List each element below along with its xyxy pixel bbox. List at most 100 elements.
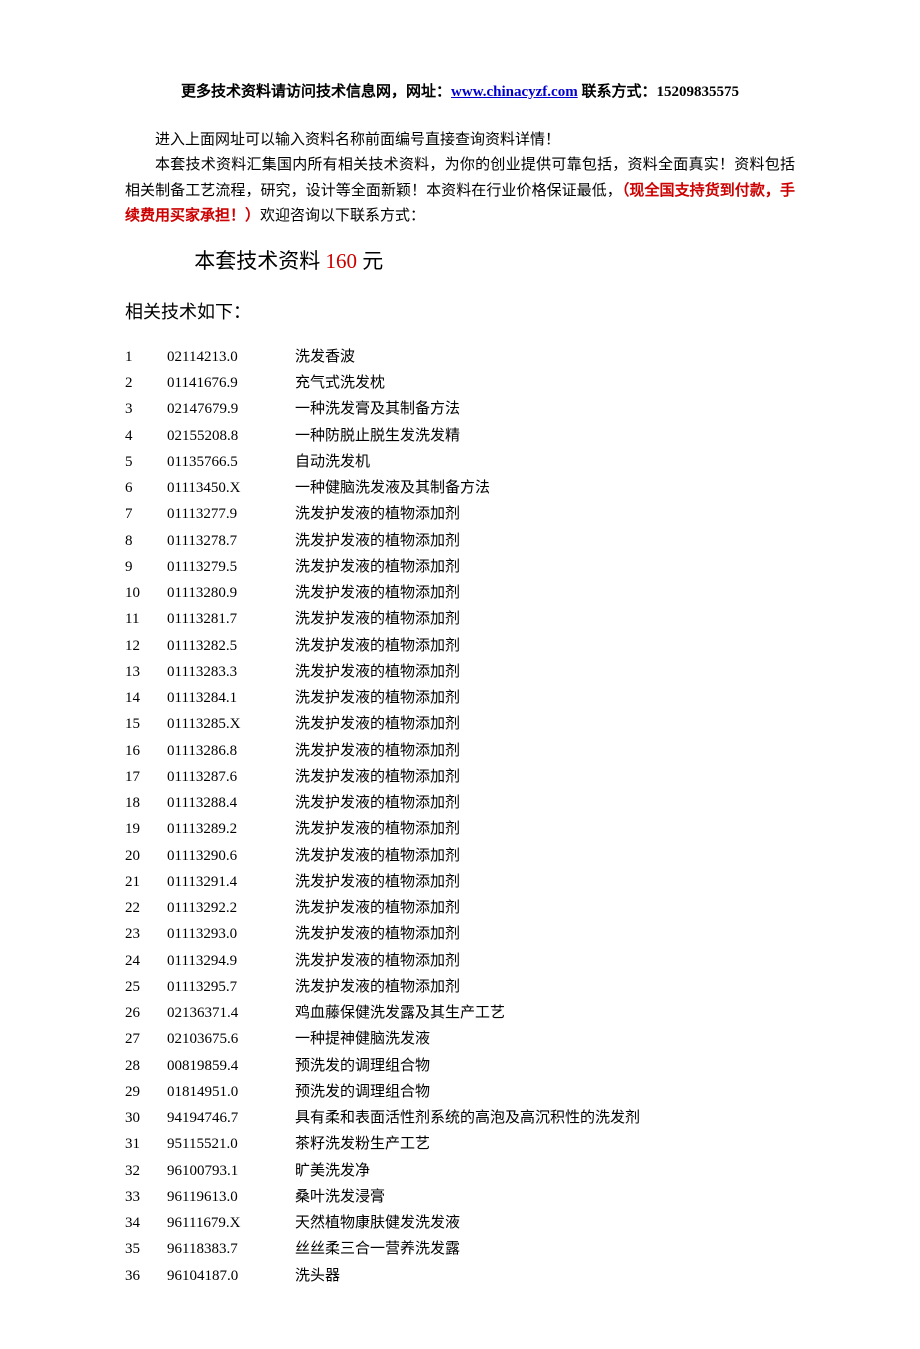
site-link[interactable]: www.chinacyzf.com [451, 84, 578, 100]
row-index: 28 [125, 1053, 167, 1079]
row-title: 洗发护发液的植物添加剂 [295, 685, 640, 711]
intro-p2: 本套技术资料汇集国内所有相关技术资料，为你的创业提供可靠包括，资料全面真实！资料… [125, 153, 795, 230]
row-title: 预洗发的调理组合物 [295, 1079, 640, 1105]
table-row: 2101113291.4洗发护发液的植物添加剂 [125, 869, 640, 895]
row-index: 1 [125, 344, 167, 370]
price-line: 本套技术资料 160 元 [125, 244, 795, 280]
row-title: 洗发护发液的植物添加剂 [295, 528, 640, 554]
row-index: 3 [125, 396, 167, 422]
row-index: 20 [125, 843, 167, 869]
row-code: 01113291.4 [167, 869, 295, 895]
table-row: 1601113286.8洗发护发液的植物添加剂 [125, 738, 640, 764]
table-row: 2201113292.2洗发护发液的植物添加剂 [125, 895, 640, 921]
row-code: 02147679.9 [167, 396, 295, 422]
table-row: 3596118383.7丝丝柔三合一营养洗发露 [125, 1236, 640, 1262]
intro-p1: 进入上面网址可以输入资料名称前面编号直接查询资料详情！ [125, 128, 795, 154]
table-row: 402155208.8一种防脱止脱生发洗发精 [125, 423, 640, 449]
row-code: 01113284.1 [167, 685, 295, 711]
row-index: 10 [125, 580, 167, 606]
row-code: 01113278.7 [167, 528, 295, 554]
intro-p2b: 欢迎咨询以下联系方式： [260, 208, 425, 224]
table-row: 201141676.9充气式洗发枕 [125, 370, 640, 396]
row-index: 14 [125, 685, 167, 711]
row-index: 33 [125, 1184, 167, 1210]
row-title: 丝丝柔三合一营养洗发露 [295, 1236, 640, 1262]
row-code: 01113287.6 [167, 764, 295, 790]
table-row: 1801113288.4洗发护发液的植物添加剂 [125, 790, 640, 816]
row-title: 洗发护发液的植物添加剂 [295, 895, 640, 921]
row-title: 洗发护发液的植物添加剂 [295, 921, 640, 947]
row-code: 01113286.8 [167, 738, 295, 764]
row-code: 01113292.2 [167, 895, 295, 921]
row-title: 洗发护发液的植物添加剂 [295, 606, 640, 632]
table-row: 1401113284.1洗发护发液的植物添加剂 [125, 685, 640, 711]
table-row: 801113278.7洗发护发液的植物添加剂 [125, 528, 640, 554]
row-index: 18 [125, 790, 167, 816]
contact-phone: 15209835575 [656, 84, 739, 100]
row-index: 26 [125, 1000, 167, 1026]
table-row: 2602136371.4鸡血藤保健洗发露及其生产工艺 [125, 1000, 640, 1026]
row-index: 8 [125, 528, 167, 554]
row-title: 洗发护发液的植物添加剂 [295, 711, 640, 737]
table-row: 2702103675.6一种提神健脑洗发液 [125, 1026, 640, 1052]
row-code: 02155208.8 [167, 423, 295, 449]
row-index: 5 [125, 449, 167, 475]
tech-table: 102114213.0洗发香波201141676.9充气式洗发枕30214767… [125, 344, 640, 1289]
table-row: 102114213.0洗发香波 [125, 344, 640, 370]
row-title: 洗发护发液的植物添加剂 [295, 764, 640, 790]
row-title: 洗发香波 [295, 344, 640, 370]
row-title: 一种健脑洗发液及其制备方法 [295, 475, 640, 501]
row-index: 17 [125, 764, 167, 790]
table-row: 3396119613.0桑叶洗发浸膏 [125, 1184, 640, 1210]
price-prefix: 本套技术资料 [194, 249, 325, 273]
row-code: 96118383.7 [167, 1236, 295, 1262]
row-title: 洗头器 [295, 1263, 640, 1289]
row-title: 桑叶洗发浸膏 [295, 1184, 640, 1210]
table-row: 3296100793.1旷美洗发净 [125, 1158, 640, 1184]
row-code: 01814951.0 [167, 1079, 295, 1105]
row-index: 25 [125, 974, 167, 1000]
table-row: 1101113281.7洗发护发液的植物添加剂 [125, 606, 640, 632]
row-title: 一种洗发膏及其制备方法 [295, 396, 640, 422]
row-code: 94194746.7 [167, 1105, 295, 1131]
row-code: 96119613.0 [167, 1184, 295, 1210]
table-row: 2001113290.6洗发护发液的植物添加剂 [125, 843, 640, 869]
row-title: 洗发护发液的植物添加剂 [295, 790, 640, 816]
row-index: 32 [125, 1158, 167, 1184]
row-code: 01113289.2 [167, 816, 295, 842]
row-code: 01113279.5 [167, 554, 295, 580]
table-row: 302147679.9一种洗发膏及其制备方法 [125, 396, 640, 422]
row-index: 12 [125, 633, 167, 659]
table-row: 2401113294.9洗发护发液的植物添加剂 [125, 948, 640, 974]
row-title: 一种提神健脑洗发液 [295, 1026, 640, 1052]
row-code: 02103675.6 [167, 1026, 295, 1052]
row-index: 35 [125, 1236, 167, 1262]
row-code: 01113450.X [167, 475, 295, 501]
row-index: 2 [125, 370, 167, 396]
row-index: 6 [125, 475, 167, 501]
row-title: 洗发护发液的植物添加剂 [295, 869, 640, 895]
row-title: 鸡血藤保健洗发露及其生产工艺 [295, 1000, 640, 1026]
row-code: 96111679.X [167, 1210, 295, 1236]
row-code: 00819859.4 [167, 1053, 295, 1079]
row-index: 24 [125, 948, 167, 974]
table-row: 1201113282.5洗发护发液的植物添加剂 [125, 633, 640, 659]
row-title: 茶籽洗发粉生产工艺 [295, 1131, 640, 1157]
row-title: 具有柔和表面活性剂系统的高泡及高沉积性的洗发剂 [295, 1105, 640, 1131]
row-title: 洗发护发液的植物添加剂 [295, 948, 640, 974]
row-index: 27 [125, 1026, 167, 1052]
row-index: 29 [125, 1079, 167, 1105]
table-row: 2301113293.0洗发护发液的植物添加剂 [125, 921, 640, 947]
price-value: 160 [326, 249, 358, 273]
row-index: 15 [125, 711, 167, 737]
row-code: 01135766.5 [167, 449, 295, 475]
row-index: 34 [125, 1210, 167, 1236]
table-row: 2901814951.0预洗发的调理组合物 [125, 1079, 640, 1105]
row-index: 36 [125, 1263, 167, 1289]
row-index: 31 [125, 1131, 167, 1157]
row-code: 01141676.9 [167, 370, 295, 396]
row-code: 01113281.7 [167, 606, 295, 632]
row-code: 02114213.0 [167, 344, 295, 370]
table-row: 501135766.5自动洗发机 [125, 449, 640, 475]
row-code: 01113293.0 [167, 921, 295, 947]
